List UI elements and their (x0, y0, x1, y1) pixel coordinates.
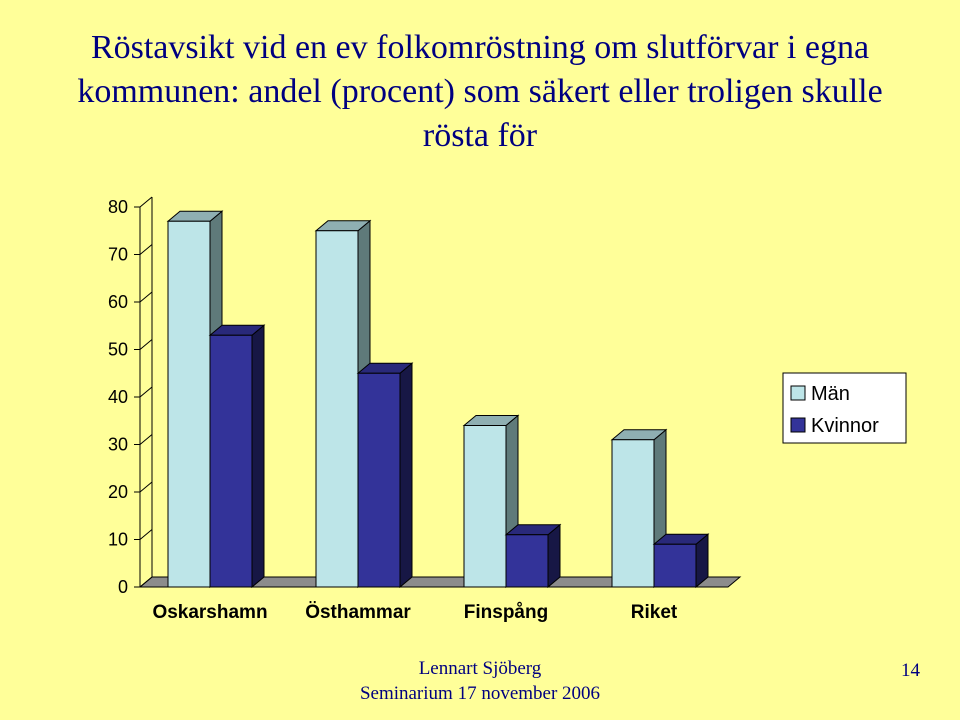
bar-side-kvinnor (251, 324, 265, 589)
legend-label-kvinnor: Kvinnor (811, 415, 879, 437)
y-tick-diagonal (139, 529, 153, 540)
legend-swatch-män (790, 385, 806, 401)
x-tick-label: Riket (631, 602, 678, 623)
y-tick-label: 50 (108, 340, 128, 360)
x-tick-label: Östhammar (305, 602, 411, 623)
y-tick-label: 40 (108, 387, 128, 407)
bar-män-3 (463, 425, 507, 588)
y-tick-diagonal (139, 196, 153, 208)
y-tick-label: 30 (108, 435, 128, 455)
y-tick-diagonal (139, 576, 153, 588)
y-tick-diagonal (139, 434, 153, 445)
y-tick-diagonal (139, 481, 153, 493)
y-tick-label: 10 (108, 530, 128, 550)
y-tick-diagonal (139, 291, 153, 303)
y-tick-label: 70 (108, 245, 128, 265)
bar-side-kvinnor (547, 523, 561, 589)
y-tick-diagonal (139, 339, 153, 350)
y-tick-label: 80 (108, 197, 128, 217)
page-number: 14 (901, 660, 920, 681)
y-tick-diagonal (139, 244, 153, 255)
legend-label-män: Män (811, 383, 850, 405)
bar-side-kvinnor (399, 362, 413, 589)
y-tick-label: 0 (118, 577, 128, 597)
bar-män-4 (611, 439, 655, 588)
legend-swatch-kvinnor (790, 417, 806, 433)
y-tick-label: 60 (108, 292, 128, 312)
x-tick-label: Oskarshamn (152, 602, 267, 623)
footer-author: Lennart Sjöberg (418, 658, 542, 679)
bar-män-1 (167, 220, 211, 588)
bar-kvinnor-1 (209, 334, 253, 588)
footer-event: Seminarium 17 november 2006 (359, 683, 601, 704)
y-tick-label: 20 (108, 482, 128, 502)
bar-män-2 (315, 230, 359, 588)
bar-kvinnor-4 (653, 543, 697, 588)
bar-kvinnor-2 (357, 372, 401, 588)
x-tick-label: Finspång (464, 602, 548, 623)
slide-title: Röstavsikt vid en ev folkomröstning om s… (77, 29, 883, 154)
y-tick-diagonal (139, 386, 153, 398)
bar-kvinnor-3 (505, 534, 549, 588)
